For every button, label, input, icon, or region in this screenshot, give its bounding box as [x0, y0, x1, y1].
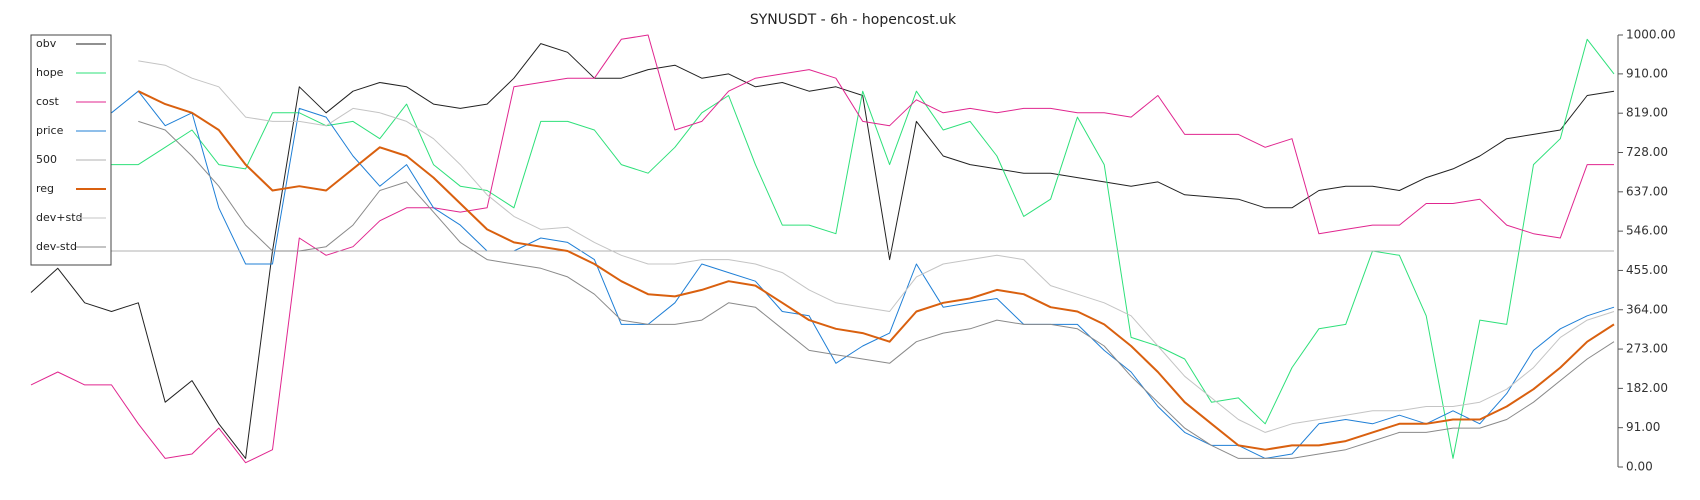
y-tick-label: 637.00	[1626, 184, 1668, 198]
series-line	[138, 60, 1615, 433]
series-line	[137, 90, 1615, 451]
y-tick-label: 910.00	[1626, 66, 1668, 80]
legend: obv hope cost price 500 reg dev+std dev-std	[30, 34, 112, 266]
legend-label: dev+std	[36, 211, 83, 224]
y-tick-label: 364.00	[1626, 302, 1668, 316]
y-tick-label: 819.00	[1626, 106, 1668, 120]
chart-title: SYNUSDT - 6h - hopencost.uk	[750, 12, 957, 28]
y-tick-label: 182.00	[1626, 381, 1668, 395]
y-tick-label: 273.00	[1626, 342, 1668, 356]
series-line	[111, 90, 1615, 459]
y-tick-label: 455.00	[1626, 263, 1668, 277]
legend-label: hope	[36, 66, 64, 79]
series-line	[138, 120, 1615, 459]
legend-label: reg	[36, 182, 54, 195]
legend-label: obv	[36, 37, 57, 50]
legend-label: cost	[36, 95, 60, 108]
legend-label: price	[36, 124, 64, 137]
legend-label: dev-std	[36, 240, 77, 253]
y-tick-label: 1000.00	[1626, 28, 1676, 42]
y-tick-label: 91.00	[1626, 420, 1660, 434]
series-line	[30, 43, 1615, 459]
series-line	[111, 38, 1615, 459]
legend-label: 500	[36, 153, 57, 166]
series-line	[30, 34, 1614, 464]
y-tick-label: 728.00	[1626, 145, 1668, 159]
y-tick-label: 546.00	[1626, 224, 1668, 238]
y-tick-label: 0.00	[1626, 460, 1653, 474]
